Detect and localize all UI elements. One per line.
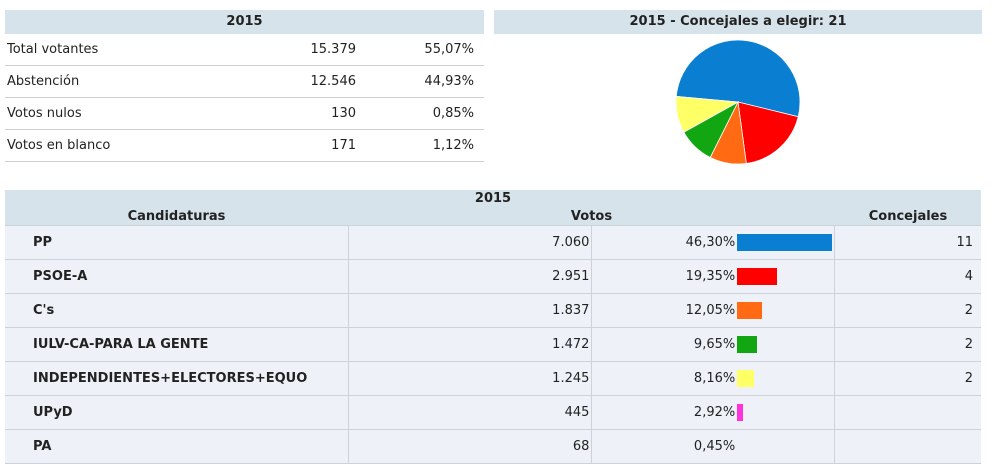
header-candidaturas: Candidaturas: [127, 209, 226, 224]
summary-label: Votos nulos: [7, 106, 82, 121]
table-row: UPyD 445 2,92%: [5, 395, 981, 429]
summary-pct: 1,12%: [432, 138, 474, 153]
summary-row: Abstención 12.546 44,93%: [5, 66, 484, 98]
party-seats: 2: [964, 371, 973, 386]
summary-row: Votos nulos 130 0,85%: [5, 98, 484, 130]
party-name: PP: [5, 226, 349, 259]
party-votes: 1.472: [349, 328, 593, 361]
vote-bar: [737, 302, 762, 319]
summary-pct: 55,07%: [424, 42, 474, 57]
party-pct: 2,92%: [693, 405, 736, 420]
party-pct: 9,65%: [693, 337, 736, 352]
table-row: PSOE-A 2.951 19,35% 4: [5, 259, 981, 293]
vote-bar-cell: [737, 260, 836, 293]
summary-pct: 44,93%: [424, 74, 474, 89]
table-row: PA 68 0,45%: [5, 429, 981, 464]
party-votes: 445: [349, 396, 593, 429]
party-votes: 68: [349, 430, 593, 463]
party-seats: 2: [964, 337, 973, 352]
summary-label: Votos en blanco: [7, 138, 111, 153]
vote-bar: [737, 404, 744, 421]
summary-pct: 0,85%: [432, 106, 474, 121]
party-votes: 1.245: [349, 362, 593, 395]
table-row: C's 1.837 12,05% 2: [5, 293, 981, 327]
party-pct: 0,45%: [693, 439, 736, 454]
table-row: PP 7.060 46,30% 11: [5, 225, 981, 259]
party-name: INDEPENDIENTES+ELECTORES+EQUO: [5, 362, 349, 395]
party-seats: [835, 430, 981, 463]
party-pct: 46,30%: [685, 235, 736, 250]
summary-value: 15.379: [310, 42, 357, 57]
vote-bar: [737, 234, 833, 251]
summary-label: Abstención: [7, 74, 80, 89]
results-table: 2015 Candidaturas Votos Concejales PP 7.0…: [5, 190, 981, 464]
header-votos: Votos: [570, 209, 613, 224]
party-name: UPyD: [5, 396, 349, 429]
vote-bar-cell: [737, 294, 836, 327]
pie-slice: [675, 39, 801, 118]
party-pct: 8,16%: [693, 371, 736, 386]
summary-value: 130: [331, 106, 356, 121]
party-name: PSOE-A: [5, 260, 349, 293]
vote-bar: [737, 336, 758, 353]
pie-slice: [675, 95, 740, 133]
party-pct: 12,05%: [685, 303, 736, 318]
summary-title: 2015: [5, 10, 484, 34]
summary-label: Total votantes: [7, 42, 99, 57]
party-votes: 2.951: [349, 260, 593, 293]
vote-bar-cell: [737, 226, 836, 259]
party-seats: [835, 396, 981, 429]
party-votes: 7.060: [349, 226, 593, 259]
results-rows: PP 7.060 46,30% 11 PSOE-A 2.951 19,35% 4 C's 1.83…: [5, 225, 981, 464]
party-seats: 2: [964, 303, 973, 318]
party-pct: 19,35%: [685, 269, 736, 284]
vote-bar: [737, 268, 777, 285]
party-name: IULV-CA-PARA LA GENTE: [5, 328, 349, 361]
party-name: PA: [5, 430, 349, 463]
vote-bar-cell: [737, 430, 836, 463]
pie-title: 2015 - Concejales a elegir: 21: [494, 10, 982, 34]
table-row: INDEPENDIENTES+ELECTORES+EQUO 1.245 8,16% 2: [5, 361, 981, 395]
summary-row: Votos en blanco 171 1,12%: [5, 130, 484, 162]
seats-pie-panel: 2015 - Concejales a elegir: 21: [494, 10, 982, 168]
vote-bar-cell: [737, 328, 836, 361]
summary-value: 171: [331, 138, 356, 153]
summary-table: 2015 Total votantes 15.379 55,07% Absten…: [5, 10, 484, 162]
results-column-headers: Candidaturas Votos Concejales: [5, 208, 981, 225]
pie-slice: [737, 101, 799, 164]
party-seats: 4: [964, 269, 973, 284]
summary-value: 12.546: [310, 74, 357, 89]
summary-row: Total votantes 15.379 55,07%: [5, 34, 484, 66]
vote-bar: [737, 370, 754, 387]
party-seats: 11: [956, 235, 973, 250]
header-concejales: Concejales: [868, 209, 948, 224]
vote-bar-cell: [737, 396, 836, 429]
seats-pie-chart: [675, 39, 801, 165]
party-name: C's: [5, 294, 349, 327]
table-row: IULV-CA-PARA LA GENTE 1.472 9,65% 2: [5, 327, 981, 361]
vote-bar-cell: [737, 362, 836, 395]
party-votes: 1.837: [349, 294, 593, 327]
results-title: 2015: [5, 190, 981, 208]
